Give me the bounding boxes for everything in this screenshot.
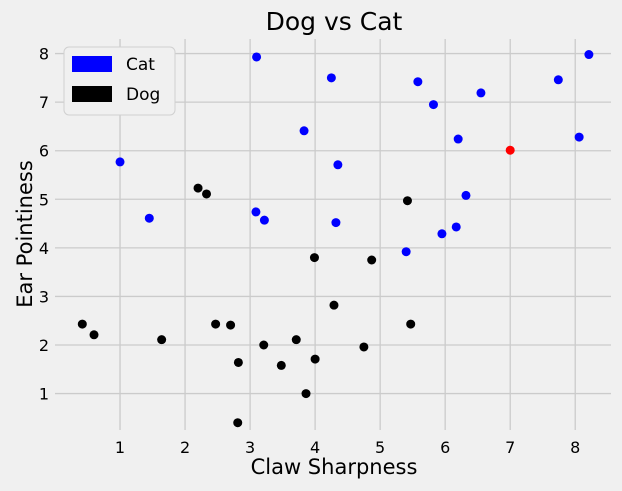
y-tick-label: 1 — [39, 385, 49, 404]
y-ticks: 1 2 3 4 5 6 7 8 — [39, 45, 49, 404]
dog-point — [359, 342, 369, 352]
cat-point — [333, 160, 343, 170]
grid — [55, 39, 611, 430]
y-axis-label: Ear Pointiness — [13, 160, 37, 308]
cat-point — [461, 190, 471, 200]
dog-point — [202, 189, 212, 199]
cat-point — [144, 213, 154, 223]
cat-point — [574, 132, 584, 142]
cat-point — [401, 247, 411, 257]
legend: Cat Dog — [63, 46, 176, 116]
dog-point — [193, 183, 203, 193]
cat-point — [413, 77, 423, 87]
cat-point — [331, 218, 341, 228]
x-tick-label: 3 — [245, 438, 255, 457]
dog-point — [309, 253, 319, 263]
y-tick-label: 3 — [39, 287, 49, 306]
dog-point — [77, 319, 87, 329]
dog-point — [89, 330, 99, 340]
dog-point — [329, 300, 339, 310]
x-tick-label: 8 — [570, 438, 580, 457]
y-tick-label: 2 — [39, 336, 49, 355]
highlight-point — [505, 145, 515, 155]
y-tick-label: 6 — [39, 142, 49, 161]
x-tick-label: 1 — [115, 438, 125, 457]
cat-point — [476, 88, 486, 98]
cat-point — [259, 215, 269, 225]
dog-point — [301, 389, 311, 399]
legend-label-cat: Cat — [126, 55, 155, 75]
y-tick-label: 7 — [39, 93, 49, 112]
cat-point — [115, 157, 125, 167]
x-tick-label: 4 — [310, 438, 320, 457]
y-tick-label: 4 — [39, 239, 49, 258]
dog-point — [259, 340, 269, 350]
legend-label-dog: Dog — [126, 85, 160, 105]
dog-point — [310, 354, 320, 364]
x-tick-label: 6 — [440, 438, 450, 457]
x-axis-label: Claw Sharpness — [251, 455, 418, 479]
dog-point — [406, 319, 416, 329]
dog-point — [276, 360, 286, 370]
data-points — [77, 50, 594, 428]
dog-point — [291, 335, 301, 345]
dog-point — [402, 196, 412, 206]
cat-point — [453, 134, 463, 144]
x-tick-label: 5 — [375, 438, 385, 457]
cat-point — [251, 207, 261, 217]
cat-point — [252, 52, 262, 62]
dog-point — [157, 335, 167, 345]
y-tick-label: 8 — [39, 45, 49, 64]
x-tick-label: 7 — [505, 438, 515, 457]
dog-point — [211, 319, 221, 329]
x-ticks: 1 2 3 4 5 6 7 8 — [115, 438, 580, 457]
y-tick-label: 5 — [39, 190, 49, 209]
cat-point — [299, 126, 309, 136]
chart-title: Dog vs Cat — [266, 7, 403, 36]
dog-point — [226, 320, 236, 330]
cat-point — [451, 222, 461, 232]
cat-point — [326, 73, 336, 83]
cat-point — [428, 100, 438, 110]
legend-swatch-cat — [72, 56, 112, 72]
dog-point — [233, 418, 243, 428]
cat-point — [437, 229, 447, 239]
legend-swatch-dog — [72, 86, 112, 102]
cat-point — [584, 50, 594, 60]
dog-point — [233, 357, 243, 367]
cat-point — [553, 75, 563, 85]
dog-point — [367, 255, 377, 265]
x-tick-label: 2 — [180, 438, 190, 457]
